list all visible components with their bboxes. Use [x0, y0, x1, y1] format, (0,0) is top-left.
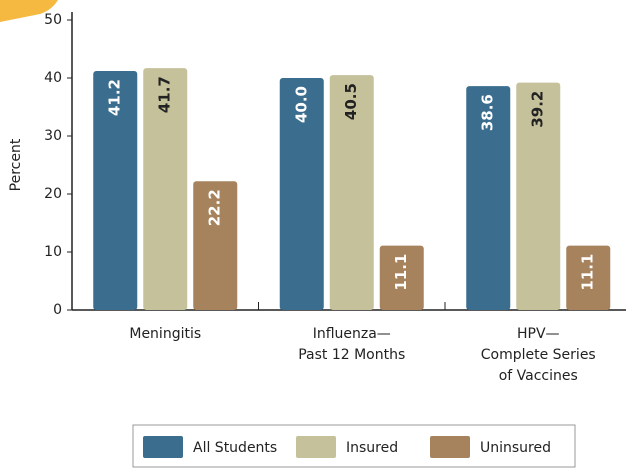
y-tick-label: 30 [44, 128, 62, 144]
value-label: 40.5 [342, 83, 360, 120]
legend-box [132, 424, 576, 468]
y-tick-label: 20 [44, 186, 62, 202]
bar [516, 82, 561, 310]
y-tick-label: 10 [44, 244, 62, 260]
value-label: 40.0 [292, 86, 310, 123]
bar [466, 86, 511, 311]
y-tick-label: 0 [53, 302, 62, 318]
y-axis-label: Percent [8, 138, 24, 191]
value-label: 22.2 [206, 189, 224, 226]
y-tick-label: 40 [44, 70, 62, 86]
bar [566, 245, 611, 310]
value-label: 11.1 [392, 254, 410, 291]
legend-swatch [430, 436, 470, 458]
bar [193, 181, 238, 310]
corner-tab [0, 0, 58, 22]
bar [379, 245, 424, 310]
x-tick-label: HPV— Complete Series of Vaccines [481, 326, 596, 384]
bar [93, 71, 138, 310]
value-label: 11.1 [579, 254, 597, 291]
legend-swatch [296, 436, 336, 458]
x-tick-label: Meningitis [129, 326, 201, 342]
value-label: 41.2 [106, 79, 124, 116]
x-tick-label: Influenza— Past 12 Months [298, 326, 405, 363]
value-label: 38.6 [479, 94, 497, 131]
legend-label: Uninsured [480, 440, 551, 456]
y-tick-label: 50 [44, 12, 62, 28]
legend-label: All Students [193, 440, 277, 456]
bar [279, 78, 324, 310]
value-label: 41.7 [156, 76, 174, 113]
bar [329, 75, 374, 310]
legend-swatch [143, 436, 183, 458]
value-label: 39.2 [529, 91, 547, 128]
bar [143, 68, 188, 310]
legend-label: Insured [346, 440, 398, 456]
